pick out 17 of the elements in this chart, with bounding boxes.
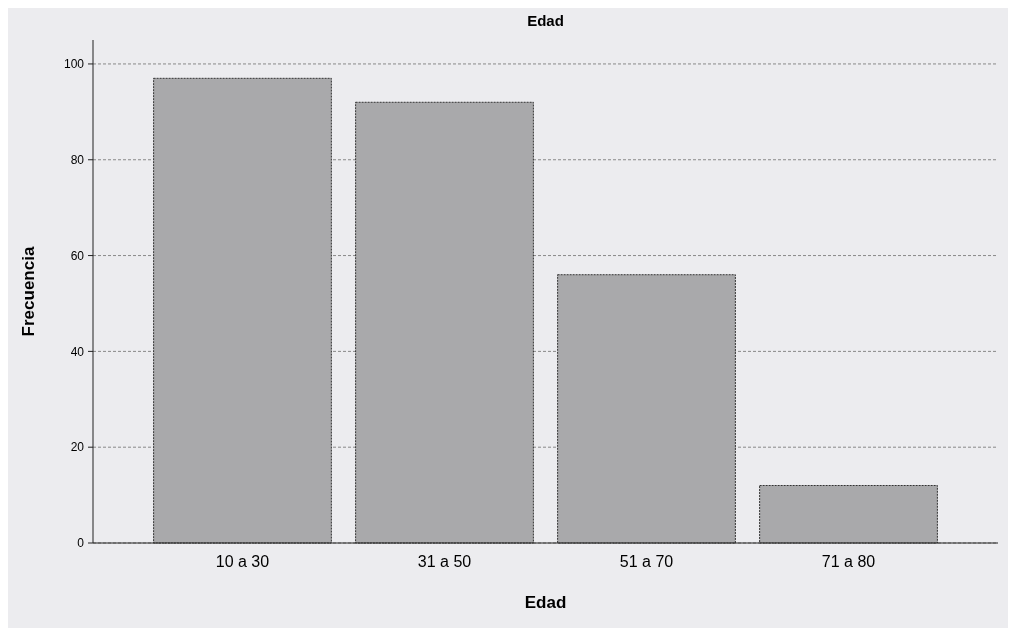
bar [759,485,938,544]
bar [355,101,534,544]
y-tick-label: 60 [70,248,85,263]
x-tick-label: 51 a 70 [619,553,674,570]
x-axis-title: Edad [524,593,567,612]
y-tick-label: 100 [63,57,85,72]
y-tick-label: 40 [70,344,85,359]
chart-title: Edad [527,12,564,29]
bar [557,274,736,544]
x-tick-label: 31 a 50 [417,553,472,570]
y-axis-title: Frecuencia [19,246,38,337]
y-tick-label: 80 [70,152,85,167]
x-tick-label: 10 a 30 [215,553,270,570]
x-tick-label: 71 a 80 [821,553,876,570]
bar [153,77,332,544]
y-tick-label: 20 [70,440,85,455]
y-tick-label: 0 [77,536,85,551]
